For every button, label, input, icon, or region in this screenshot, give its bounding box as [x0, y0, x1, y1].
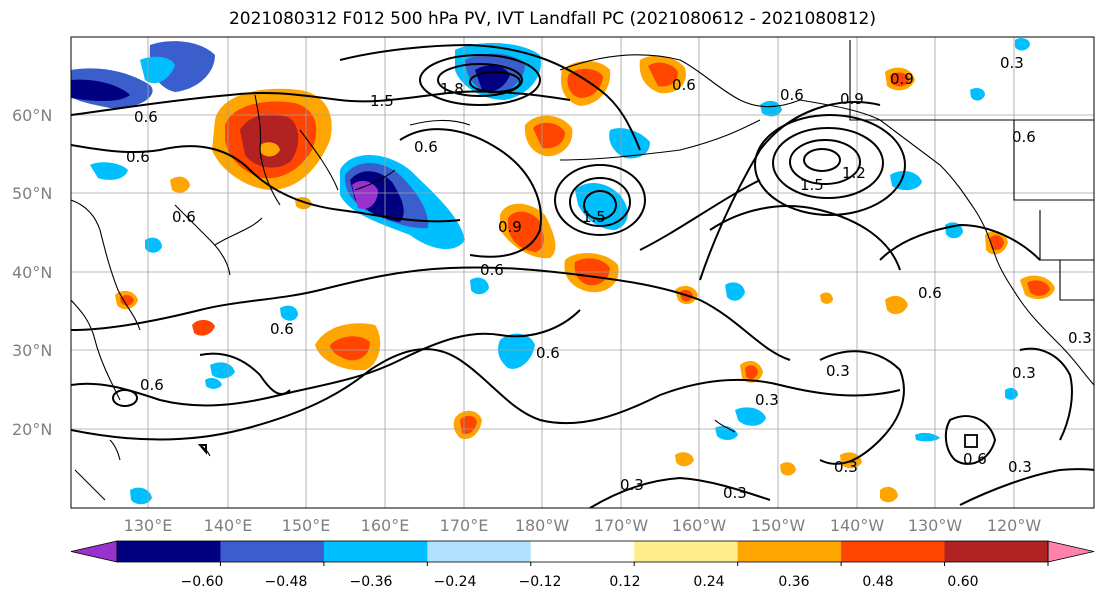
lon-label: 140°W [830, 516, 885, 535]
colorbar-segment [841, 541, 946, 562]
colorbar-segment [944, 541, 1049, 562]
lat-label: 30°N [12, 341, 52, 360]
colorbar-segment [737, 541, 842, 562]
contour-label-group: 0.6 0.6 1.5 1.8 0.6 0.6 0.6 0.9 0.6 0.9 … [126, 54, 1092, 502]
lat-label: 60°N [12, 106, 52, 125]
lon-axis: 130°E 140°E 150°E 160°E 170°E 180°W 170°… [124, 516, 1042, 535]
contour-label: 0.3 [1012, 364, 1036, 382]
lon-label: 180°W [515, 516, 570, 535]
colorbar-segment [323, 541, 428, 562]
contour-label: 0.6 [126, 148, 150, 166]
map-frame [70, 36, 1095, 509]
contour-label: 0.3 [1000, 54, 1024, 72]
lon-label: 140°E [204, 516, 253, 535]
colorbar-segment [634, 541, 739, 562]
contour-label: 0.6 [672, 76, 696, 94]
lat-axis: 60°N 50°N 40°N 30°N 20°N [12, 106, 52, 439]
contour-label: 0.6 [140, 376, 164, 394]
colorbar-segment [427, 541, 532, 562]
contour-label: 0.6 [1012, 128, 1036, 146]
ivt-contours [71, 43, 1094, 508]
contour-label: 0.9 [840, 90, 864, 108]
contour-label: 0.6 [270, 320, 294, 338]
contour-label: 1.8 [440, 80, 464, 98]
lon-label: 150°E [282, 516, 331, 535]
colorbar-segment [220, 541, 325, 562]
colorbar-extend-max [1047, 540, 1095, 563]
colorbar-tick-label: −0.60 [181, 574, 224, 590]
colorbar-ticks: −0.60 −0.48 −0.36 −0.24 −0.12 0.12 0.24 … [181, 574, 979, 590]
contour-label: 1.5 [582, 208, 606, 226]
contour-label: 0.6 [134, 108, 158, 126]
contour-label: 0.3 [755, 391, 779, 409]
contour-label: 0.6 [172, 208, 196, 226]
lon-label: 130°W [908, 516, 963, 535]
contour-label: 0.6 [918, 284, 942, 302]
contour-label: 0.3 [620, 476, 644, 494]
contour-label: 1.5 [800, 176, 824, 194]
coastlines [71, 40, 1094, 501]
contour-label: 0.6 [536, 344, 560, 362]
colorbar-tick-label: 0.12 [609, 574, 640, 590]
plot-title: 2021080312 F012 500 hPa PV, IVT Landfall… [228, 9, 876, 29]
lon-label: 170°W [594, 516, 649, 535]
contour-label: 1.2 [842, 164, 866, 182]
colorbar-tick-label: 0.36 [778, 574, 809, 590]
contour-label: 0.9 [498, 218, 522, 236]
contour-label: 0.9 [890, 70, 914, 88]
lon-label: 160°E [361, 516, 410, 535]
colorbar-tick-label: −0.24 [434, 574, 477, 590]
lon-label: 150°W [751, 516, 806, 535]
contour-label: 0.6 [963, 450, 987, 468]
lon-label: 170°E [440, 516, 489, 535]
contour-label: 0.3 [1068, 329, 1092, 347]
colorbar-segment [117, 541, 221, 562]
colorbar-segment [530, 541, 635, 562]
contour-label: 0.3 [834, 458, 858, 476]
lon-label: 160°W [672, 516, 727, 535]
colorbar-frame [116, 540, 1049, 563]
lat-label: 40°N [12, 263, 52, 282]
contour-label: 1.5 [370, 92, 394, 110]
lat-label: 20°N [12, 420, 52, 439]
colorbar [70, 540, 1095, 566]
lon-label: 130°E [124, 516, 173, 535]
colorbar-tick-label: 0.60 [947, 574, 978, 590]
contour-label: 0.3 [826, 362, 850, 380]
contour-label: 0.6 [480, 261, 504, 279]
pv-shading [71, 37, 1055, 505]
colorbar-tick-label: −0.36 [350, 574, 393, 590]
lat-label: 50°N [12, 184, 52, 203]
colorbar-tick-label: −0.12 [519, 574, 562, 590]
contour-label: 0.6 [780, 86, 804, 104]
contour-label: 0.3 [1008, 458, 1032, 476]
colorbar-tick-label: 0.24 [693, 574, 724, 590]
colorbar-extend-min [70, 540, 118, 563]
lon-label: 120°W [987, 516, 1042, 535]
contour-label: 0.3 [723, 484, 747, 502]
colorbar-tick-label: −0.48 [265, 574, 308, 590]
contour-label: 0.6 [414, 138, 438, 156]
colorbar-tick-label: 0.48 [862, 574, 893, 590]
